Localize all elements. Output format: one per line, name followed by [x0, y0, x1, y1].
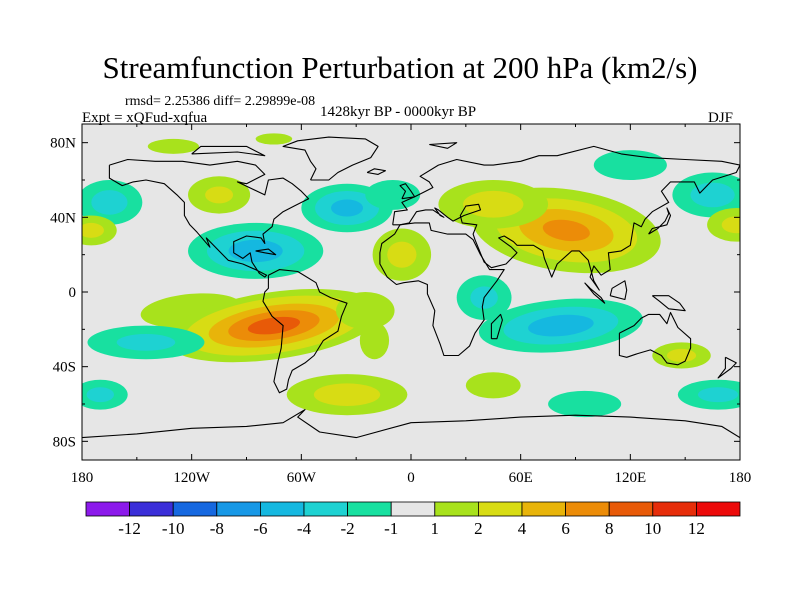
- y-tick-label: 40S: [53, 360, 76, 376]
- x-tick-label: 120W: [173, 470, 211, 486]
- coastline: [282, 136, 379, 181]
- colorbar-label: -1: [384, 519, 398, 538]
- contour-region: [336, 292, 395, 330]
- map-background: [82, 124, 740, 460]
- colorbar-label: -12: [118, 519, 141, 538]
- coastline: [399, 183, 416, 200]
- coastline: [108, 158, 310, 278]
- contour-region: [331, 199, 364, 217]
- colorbar-swatch: [216, 501, 261, 517]
- contour-region: [542, 219, 590, 242]
- contour-region: [528, 314, 594, 337]
- coastline: [392, 145, 740, 291]
- coastline: [262, 269, 348, 394]
- colorbar: [85, 501, 741, 517]
- colorbar-swatch: [390, 501, 436, 517]
- colorbar-swatch: [434, 501, 479, 517]
- colorbar-label: -2: [341, 519, 355, 538]
- colorbar-swatch: [85, 501, 130, 517]
- colorbar-label: 12: [688, 519, 705, 538]
- colorbar-swatch: [521, 501, 566, 517]
- contour-region: [313, 383, 381, 406]
- x-tick-label: 180: [729, 470, 752, 486]
- colorbar-label: 8: [605, 519, 614, 538]
- colorbar-swatch: [303, 501, 348, 517]
- contour-region: [690, 182, 735, 208]
- coastlines: [82, 136, 740, 439]
- y-tick-label: 40N: [50, 210, 76, 226]
- contour-region: [721, 216, 740, 234]
- contour-region: [548, 390, 622, 418]
- coastline: [618, 311, 692, 366]
- colorbar-label: -10: [162, 519, 185, 538]
- experiment-label: Expt = xQFud-xqfua: [82, 110, 208, 126]
- colorbar-swatch: [565, 501, 610, 517]
- colorbar-label: -6: [253, 519, 267, 538]
- colorbar-label: -8: [210, 519, 224, 538]
- colorbar-label: 1: [431, 519, 440, 538]
- coastline: [429, 142, 458, 149]
- chart-title: Streamfunction Perturbation at 200 hPa (…: [102, 50, 698, 85]
- colorbar-swatch: [172, 501, 218, 517]
- x-tick-label: 60E: [509, 470, 533, 486]
- contour-region: [697, 387, 739, 403]
- y-tick-labels: 80N 40N 0 40S 80S: [50, 136, 76, 451]
- x-tick-label: 60W: [287, 470, 317, 486]
- contour-region: [359, 321, 390, 360]
- contour-fields: [82, 133, 740, 418]
- y-tick-label: 0: [69, 285, 77, 301]
- colorbar-swatch: [129, 501, 174, 517]
- contour-region: [116, 334, 176, 351]
- contour-region: [86, 387, 114, 403]
- colorbar-swatch: [477, 501, 523, 517]
- coastline: [651, 295, 686, 312]
- colorbar-swatch: [347, 501, 392, 517]
- colorbar-label: 2: [474, 519, 483, 538]
- coastline: [648, 207, 672, 235]
- coastline: [191, 145, 266, 157]
- coastline: [609, 280, 628, 301]
- season-label: DJF: [708, 110, 734, 126]
- coastline: [490, 313, 503, 340]
- x-tick-labels: 180 120W 60W 0 60E 120E 180: [71, 470, 752, 486]
- colorbar-label: 6: [561, 519, 570, 538]
- contour-region: [247, 316, 301, 335]
- x-tick-label: 0: [407, 470, 415, 486]
- colorbar-label: -4: [297, 519, 312, 538]
- coastline: [717, 356, 737, 379]
- y-tick-label: 80N: [50, 136, 76, 152]
- coastline: [584, 282, 606, 304]
- coastline: [82, 409, 740, 439]
- period-label: 1428kyr BP - 0000kyr BP: [320, 104, 477, 120]
- colorbar-swatch: [696, 501, 741, 517]
- contour-region: [666, 348, 697, 363]
- contour-region: [91, 190, 128, 215]
- x-tick-label: 180: [71, 470, 94, 486]
- y-tick-label: 80S: [53, 434, 76, 450]
- colorbar-label: 4: [518, 519, 527, 538]
- colorbar-labels: -12 -10 -8 -6 -4 -2 -1 1 2 4 6 8 10 12: [118, 519, 705, 538]
- coastline: [366, 168, 386, 175]
- colorbar-swatch: [259, 501, 305, 517]
- colorbar-label: 10: [644, 519, 661, 538]
- contour-region: [387, 241, 417, 268]
- x-tick-label: 120E: [614, 470, 646, 486]
- contour-region: [463, 190, 524, 218]
- contour-region: [365, 180, 421, 210]
- contour-region: [465, 372, 521, 399]
- colorbar-swatch: [608, 501, 654, 517]
- contour-region: [255, 133, 293, 145]
- coastline: [255, 248, 277, 256]
- coastline: [379, 222, 505, 357]
- contour-region: [147, 138, 199, 154]
- stats-label: rmsd= 2.25386 diff= 2.29899e-08: [125, 94, 316, 109]
- axis-ticks: [81, 124, 741, 460]
- contour-region: [205, 186, 234, 204]
- contour-region: [82, 222, 104, 238]
- colorbar-swatch: [652, 501, 697, 517]
